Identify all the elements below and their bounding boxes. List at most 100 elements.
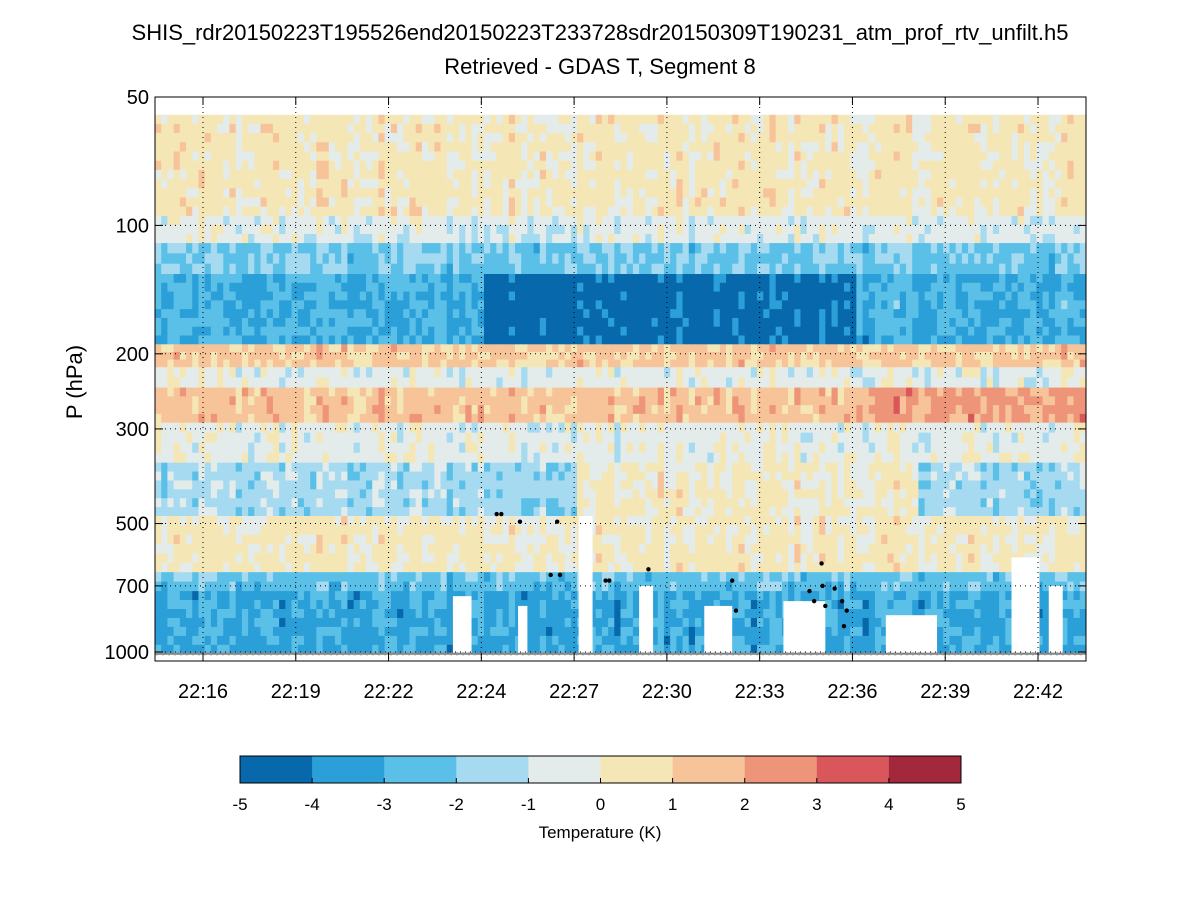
heatmap-cell [434,335,442,345]
heatmap-cell [595,160,603,171]
heatmap-cell [452,359,460,368]
heatmap-cell [403,300,411,310]
heatmap-cell [210,179,218,189]
heatmap-cell [843,179,851,189]
heatmap-cell [943,377,951,389]
heatmap-cell [210,291,218,301]
heatmap-cell [887,387,895,397]
heatmap-cell [589,335,597,345]
heatmap-cell [397,243,404,254]
heatmap-cell [608,253,615,265]
heatmap-cell [738,351,746,361]
heatmap-cell [626,309,634,319]
heatmap-cell [632,215,640,226]
heatmap-cell [757,133,764,143]
heatmap-cell [496,123,504,134]
heatmap-cell [235,206,243,217]
heatmap-cell [887,405,895,415]
heatmap-cell [521,224,528,235]
heatmap-cell [521,405,528,415]
heatmap-cell [378,142,386,153]
heatmap-cell [992,359,1000,368]
heatmap-cell [440,142,448,153]
heatmap-cell [471,309,479,319]
heatmap-cell [831,291,839,301]
heatmap-cell [229,123,237,134]
heatmap-cell [310,253,317,265]
heatmap-cell [210,197,218,208]
heatmap-cell [440,133,448,143]
heatmap-cell [210,243,218,254]
heatmap-cell [496,326,504,337]
heatmap-cell [682,206,690,217]
heatmap-cell [1017,317,1025,328]
heatmap-cell [353,197,361,208]
heatmap-cell [1079,377,1086,389]
heatmap-cell [297,243,305,254]
heatmap-cell [564,351,572,361]
heatmap-cell [868,206,876,217]
heatmap-cell [179,160,187,171]
heatmap-cell [843,234,851,244]
heatmap-cell [279,160,286,171]
heatmap-cell [514,224,522,235]
heatmap-cell [533,405,541,415]
heatmap-cell [694,291,702,301]
heatmap-cell [161,263,169,275]
heatmap-cell [837,405,845,415]
heatmap-cell [372,243,380,254]
heatmap-cell [452,344,460,353]
heatmap-cell [657,123,665,134]
heatmap-cell [260,123,268,134]
heatmap-cell [831,197,839,208]
heatmap-cell [651,179,659,189]
heatmap-cell [632,263,640,275]
heatmap-cell [310,335,317,345]
heatmap-cell [546,179,553,189]
heatmap-cell [483,405,491,415]
heatmap-cell [589,317,597,328]
heatmap-cell [744,309,752,319]
heatmap-cell [961,396,969,406]
heatmap-cell [291,344,299,353]
heatmap-cell [657,243,665,254]
heatmap-cell [161,282,169,293]
heatmap-cell [285,114,293,125]
heatmap-cell [372,335,380,345]
heatmap-cell [775,234,783,244]
heatmap-cell [303,335,311,345]
heatmap-cell [899,123,907,134]
heatmap-cell [986,197,994,208]
heatmap-cell [937,309,944,319]
heatmap-cell [366,151,373,162]
heatmap-cell [806,253,814,265]
heatmap-cell [316,234,324,244]
heatmap-cell [490,335,497,345]
heatmap-cell [452,243,460,254]
heatmap-cell [670,405,677,415]
heatmap-cell [508,215,516,226]
heatmap-cell [179,274,187,284]
heatmap-cell [558,188,566,199]
heatmap-cell [1023,234,1031,244]
heatmap-cell [701,215,708,226]
heatmap-cell [496,317,504,328]
heatmap-cell [1011,151,1019,162]
heatmap-cell [874,160,882,171]
heatmap-cell [1061,344,1068,353]
heatmap-cell [198,309,206,319]
heatmap-cell [334,335,342,345]
heatmap-cell [272,291,280,301]
heatmap-cell [1011,179,1019,189]
heatmap-cell [167,151,175,162]
heatmap-cell [694,344,702,353]
heatmap-cell [366,335,373,345]
heatmap-cell [285,367,293,378]
heatmap-cell [794,300,802,310]
heatmap-cell [353,133,361,143]
heatmap-cell [794,253,802,265]
heatmap-cell [285,234,293,244]
heatmap-cell [155,317,162,328]
heatmap-cell [217,224,224,235]
heatmap-cell [874,377,882,389]
